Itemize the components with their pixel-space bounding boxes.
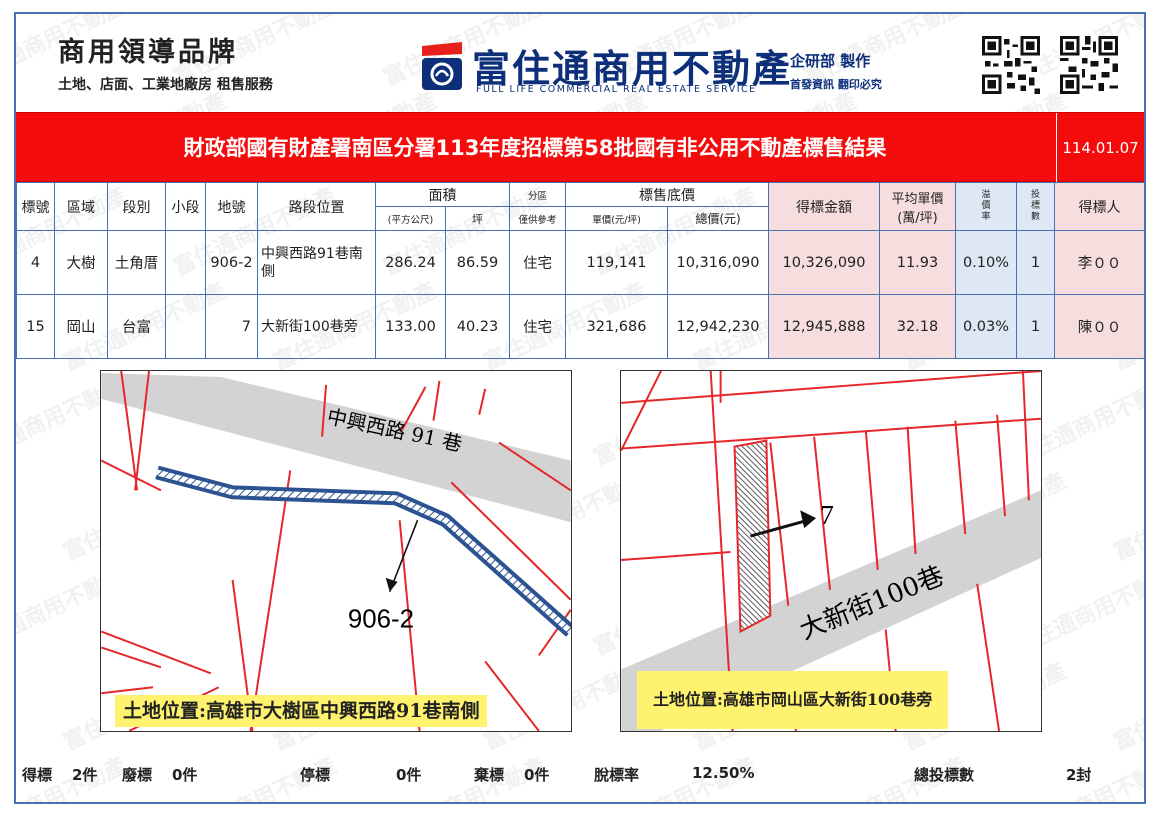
department-label: 企研部 製作 <box>790 52 871 70</box>
cell-location: 大新街100巷旁 <box>257 294 376 359</box>
header-lot: 地號 <box>205 182 258 231</box>
header: 商用領導品牌 土地、店面、工業地廠房 租售服務 富住通商用不動產 FULL LI… <box>16 14 1144 110</box>
abandoned-label: 棄標 <box>474 766 505 784</box>
header-avg-unit-price: 平均單價 (萬/坪) <box>879 182 956 231</box>
cell-unit-price: 119,141 <box>565 230 668 295</box>
header-bids-char-1: 投 <box>1030 190 1040 200</box>
cell-winner: 陳００ <box>1054 294 1145 359</box>
cell-winning-amount: 10,326,090 <box>768 230 880 295</box>
failure-rate-label: 脫標率 <box>594 766 640 784</box>
copyright-note: 首發資訊 翻印必究 <box>790 78 882 91</box>
void-label: 廢標 <box>122 766 153 784</box>
cell-zone: 住宅 <box>509 294 566 359</box>
cell-subsection <box>165 230 206 295</box>
cell-area-ping: 86.59 <box>445 230 510 295</box>
cell-location: 中興西路91巷南側 <box>257 230 376 295</box>
map-lot-7: 7 大新街100巷 土地位置:高雄市岡山區大新街100巷旁 <box>620 370 1042 732</box>
cell-avg-unit-price: 32.18 <box>879 294 956 359</box>
table-row: 4 大樹 土角厝 906-2 中興西路91巷南側 286.24 86.59 住宅… <box>16 230 1145 295</box>
company-english-name: FULL LIFE COMMERCIAL REAL ESTATE SERVICE <box>476 84 757 95</box>
header-bids-char-3: 數 <box>1030 212 1040 222</box>
map-caption-right: 土地位置:高雄市岡山區大新街100巷旁 <box>637 671 949 729</box>
cell-zone: 住宅 <box>509 230 566 295</box>
cell-premium: 0.10% <box>955 230 1017 295</box>
cell-winner: 李００ <box>1054 230 1145 295</box>
header-winner: 得標人 <box>1054 182 1145 231</box>
brand-subtitle: 土地、店面、工業地廠房 租售服務 <box>58 77 273 93</box>
results-table: 標號 區域 段別 小段 地號 路段位置 面積 分區 標售底價 得標金額 平均單價… <box>16 182 1145 359</box>
header-no: 標號 <box>16 182 55 231</box>
cell-area-sqm: 133.00 <box>375 294 446 359</box>
failure-rate-value: 12.50% <box>692 764 755 782</box>
total-bids-label: 總投標數 <box>914 766 975 784</box>
stopped-value: 0件 <box>396 766 422 784</box>
cell-area-sqm: 286.24 <box>375 230 446 295</box>
cell-lot: 906-2 <box>205 230 258 295</box>
won-label: 得標 <box>22 766 53 784</box>
header-section: 段別 <box>107 182 166 231</box>
header-winning-amount: 得標金額 <box>768 182 880 231</box>
header-unit-price: 單價(元/坪) <box>565 206 668 231</box>
cell-section: 土角厝 <box>107 230 166 295</box>
cell-total-price: 12,942,230 <box>667 294 769 359</box>
cadastral-map-right: 7 大新街100巷 <box>621 371 1041 731</box>
header-premium-char-1: 溢 <box>981 190 991 200</box>
page-title: 財政部國有財產署南區分署113年度招標第58批國有非公用不動產標售結果 <box>183 136 887 160</box>
company-name: 富住通商用不動產 <box>472 47 793 91</box>
header-premium-rate: 溢 價 率 <box>955 182 1017 231</box>
header-area-ping: 坪 <box>445 206 510 231</box>
void-value: 0件 <box>172 766 198 784</box>
header-district: 區域 <box>54 182 108 231</box>
cell-lot: 7 <box>205 294 258 359</box>
watermark-text: 富住通商用不動產 <box>1110 658 1144 756</box>
header-bid-count: 投 標 數 <box>1016 182 1055 231</box>
stopped-label: 停標 <box>300 766 331 784</box>
header-area-sqm: (平方公尺) <box>375 206 446 231</box>
header-avg-unit-price-label: 平均單價 <box>891 191 944 207</box>
cell-avg-unit-price: 11.93 <box>879 230 956 295</box>
header-subsection: 小段 <box>165 182 206 231</box>
header-total-price: 總價(元) <box>667 206 769 231</box>
abandoned-value: 0件 <box>524 766 550 784</box>
cell-unit-price: 321,686 <box>565 294 668 359</box>
won-value: 2件 <box>72 766 98 784</box>
total-bids-value: 2封 <box>1066 766 1092 784</box>
company-logo-icon <box>422 42 462 90</box>
cell-section: 台富 <box>107 294 166 359</box>
cell-district: 大樹 <box>54 230 108 295</box>
table-row: 15 岡山 台富 7 大新街100巷旁 133.00 40.23 住宅 321,… <box>16 294 1145 359</box>
cell-area-ping: 40.23 <box>445 294 510 359</box>
qr-code-icon <box>1060 36 1118 94</box>
brand-title: 商用領導品牌 <box>58 37 238 68</box>
map-caption-left: 土地位置:高雄市大樹區中興西路91巷南側 <box>115 695 488 727</box>
qr-code-icon <box>982 36 1040 94</box>
header-zone: 分區 <box>509 182 566 207</box>
header-avg-unit-label: (萬/坪) <box>897 210 938 226</box>
cell-district: 岡山 <box>54 294 108 359</box>
header-location: 路段位置 <box>257 182 376 231</box>
header-zone-note: 僅供參考 <box>509 206 566 231</box>
header-bids-char-2: 標 <box>1030 201 1040 211</box>
publish-date: 114.01.07 <box>1056 113 1144 183</box>
header-premium-char-2: 價 <box>981 201 991 211</box>
cell-no: 15 <box>16 294 55 359</box>
document-frame: 富住通商用不動產 富住通商用不動產 富住通商用不動產 富住通商用不動產 富住通商用不動產… <box>14 12 1146 804</box>
cadastral-map-left: 中興西路 91 巷 906-2 <box>101 371 571 731</box>
cell-subsection <box>165 294 206 359</box>
cell-premium: 0.03% <box>955 294 1017 359</box>
cell-bids: 1 <box>1016 230 1055 295</box>
cell-winning-amount: 12,945,888 <box>768 294 880 359</box>
cell-total-price: 10,316,090 <box>667 230 769 295</box>
header-premium-char-3: 率 <box>981 212 991 222</box>
title-bar: 財政部國有財產署南區分署113年度招標第58批國有非公用不動產標售結果 114.… <box>16 112 1144 183</box>
lot-label-7: 7 <box>820 500 834 531</box>
map-lot-906-2: 中興西路 91 巷 906-2 土地位置:高雄市大樹區中興西路91巷南側 <box>100 370 572 732</box>
cell-no: 4 <box>16 230 55 295</box>
header-area: 面積 <box>375 182 510 207</box>
watermark-text: 富住通商用不動產 <box>1110 468 1144 566</box>
cell-bids: 1 <box>1016 294 1055 359</box>
header-base-price: 標售底價 <box>565 182 769 207</box>
summary-footer: 得標 2件 廢標 0件 停標 0件 棄標 0件 脫標率 12.50% 總投標數 … <box>16 752 1144 802</box>
lot-label-906-2: 906-2 <box>348 606 414 634</box>
